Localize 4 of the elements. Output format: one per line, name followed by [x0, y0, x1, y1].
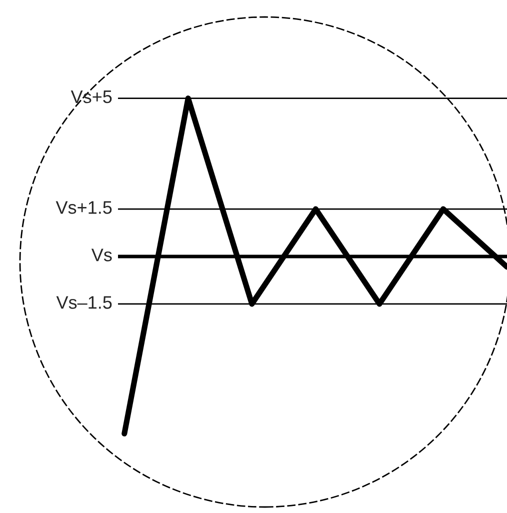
- ref-line-label: Vs+1.5: [56, 201, 112, 214]
- ref-line-label: Vs–1.5: [56, 296, 112, 309]
- ref-line-label: Vs+5: [70, 90, 112, 104]
- ref-line-label: Vs: [91, 248, 112, 262]
